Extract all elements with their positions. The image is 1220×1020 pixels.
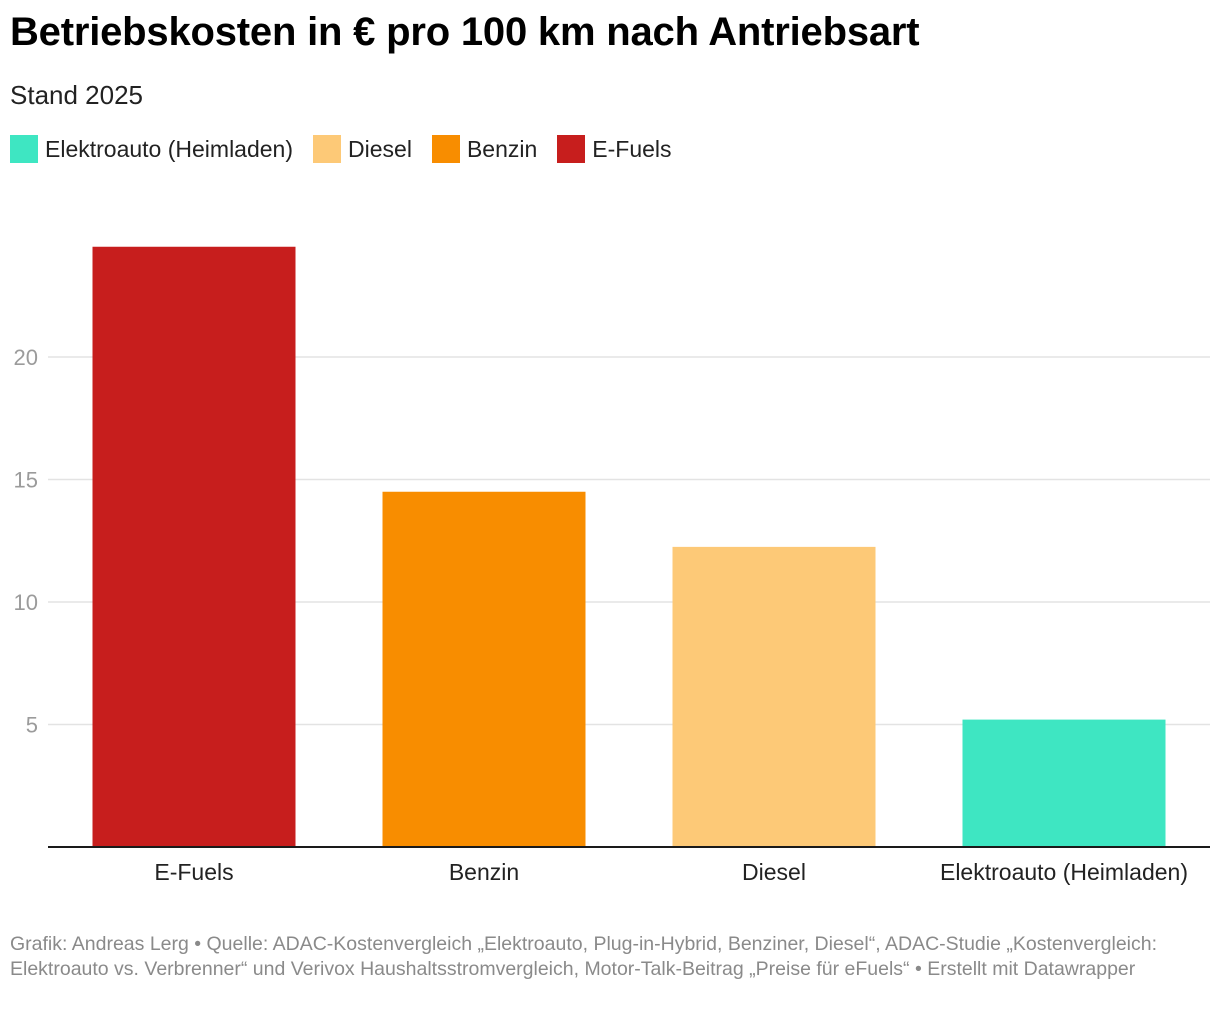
x-tick-label: Benzin [449,859,519,885]
y-tick-label: 15 [14,468,38,493]
source-footer: Grafik: Andreas Lerg • Quelle: ADAC-Kost… [10,933,1158,980]
chart-title: Betriebskosten in € pro 100 km nach Antr… [10,10,920,54]
bar-benzin [382,491,586,847]
chart-legend: Elektroauto (Heimladen) Diesel Benzin E-… [10,135,692,163]
legend-label-efuels: E-Fuels [592,135,672,162]
y-tick-label: 5 [26,713,38,738]
legend-label-benzin: Benzin [466,135,538,162]
legend-item-efuels: E-Fuels [557,135,672,163]
legend-item-elektroauto: Elektroauto (Heimladen) [10,135,293,163]
x-tick-label: E-Fuels [154,859,233,885]
legend-item-diesel: Diesel [313,135,412,163]
legend-swatch-diesel [313,135,342,163]
legend-label-diesel: Diesel [348,135,412,162]
legend-item-benzin: Benzin [431,135,538,163]
chart-subtitle: Stand 2025 [10,80,144,110]
y-axis-ticks: 5 10 15 20 [14,345,38,738]
bar-e-fuels [92,246,296,847]
x-axis-labels: E-Fuels Benzin Diesel Elektroauto (Heimlade… [154,859,1188,885]
x-tick-label: Elektroauto (Heimladen) [940,859,1188,885]
y-tick-label: 10 [14,590,38,615]
bar-diesel [672,546,876,847]
x-tick-label: Diesel [742,859,806,885]
legend-label-elektroauto: Elektroauto (Heimladen) [45,135,294,162]
y-tick-label: 20 [14,345,38,370]
legend-swatch-benzin [431,135,460,163]
bar-chart: 5 10 15 20 E-Fuels Benzin Diesel Elektroauto (… [14,246,1210,885]
legend-swatch-efuels [557,135,586,163]
bar-elektroauto-heimladen [962,719,1166,847]
bars [92,246,1166,847]
legend-swatch-elektroauto [10,135,38,163]
